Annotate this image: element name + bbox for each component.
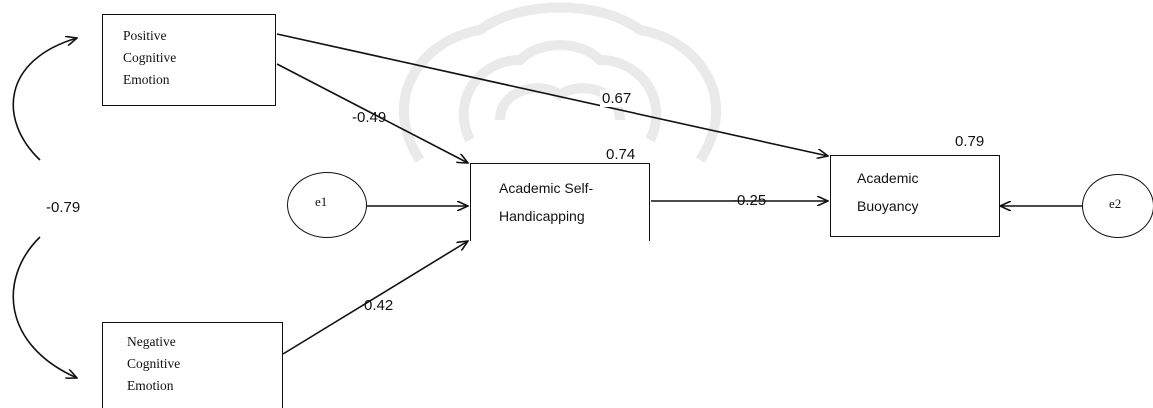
- path-negative-to-self-handicapping: [282, 241, 468, 355]
- coef-positive-to-self-handicapping: -0.49: [352, 109, 387, 126]
- r-squared-buoyancy: 0.79: [955, 133, 985, 150]
- node-positive-cognitive-emotion: Positive Cognitive Emotion: [102, 14, 276, 106]
- correlation-curve-upper: [12, 38, 77, 161]
- path-positive-to-buoyancy: [276, 33, 828, 156]
- path-positive-to-self-handicapping: [276, 63, 468, 163]
- coef-positive-to-buoyancy: 0.67: [600, 90, 634, 107]
- node-negative-cognitive-emotion: Negative Cognitive Emotion: [102, 322, 283, 408]
- node-buoyancy-label: Academic Buoyancy: [857, 170, 919, 214]
- node-academic-self-handicapping: Academic Self- Handicapping: [470, 163, 650, 241]
- node-positive-label: Positive Cognitive Emotion: [123, 28, 177, 87]
- error-term-e1: [287, 172, 367, 238]
- node-negative-label: Negative Cognitive Emotion: [127, 334, 181, 393]
- node-academic-buoyancy: Academic Buoyancy: [830, 155, 1000, 237]
- error-term-e2: [1082, 174, 1153, 238]
- error-term-e2-label: e2: [1109, 196, 1122, 211]
- error-term-e1-label: e1: [315, 194, 328, 209]
- r-squared-self-handicapping: 0.74: [606, 146, 636, 163]
- correlation-curve-lower: [12, 236, 77, 378]
- coef-positive-negative-correlation: -0.79: [46, 199, 81, 216]
- node-self-handicapping-label: Academic Self- Handicapping: [499, 180, 594, 224]
- coef-self-handicapping-to-buoyancy: -0.25: [732, 192, 767, 209]
- coef-negative-to-self-handicapping: 0.42: [364, 297, 394, 314]
